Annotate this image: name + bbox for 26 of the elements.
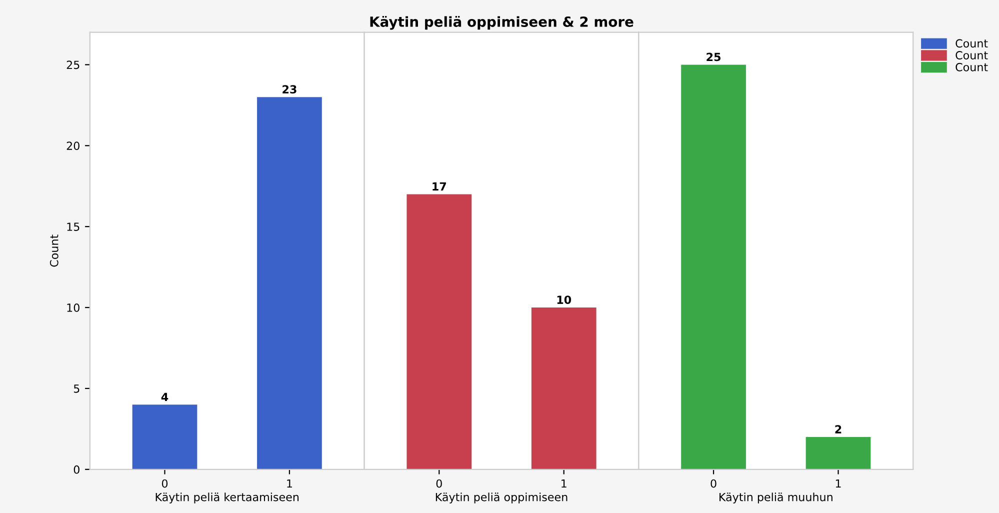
legend-label: Count <box>956 39 988 48</box>
x-tick-label: 1 <box>836 479 841 488</box>
data-label: 2 <box>835 425 842 434</box>
data-label: 25 <box>706 52 720 62</box>
x-tick-label: 0 <box>162 479 168 488</box>
y-tick-label: 25 <box>66 60 80 70</box>
y-tick-label: 10 <box>67 303 80 312</box>
y-tick-label: 5 <box>74 384 80 393</box>
chart-title: Käytin peliä oppimiseen & 2 more <box>370 16 634 30</box>
data-label: 17 <box>432 182 446 190</box>
y-tick-label: 0 <box>74 465 80 474</box>
y-tick-label: 15 <box>67 222 80 231</box>
data-label: 10 <box>557 296 572 304</box>
x-axis-title: Käytin peliä muuhun <box>720 492 832 504</box>
x-tick-label: 0 <box>710 479 716 488</box>
legend-label: Count <box>956 62 988 72</box>
x-axis-title: Käytin peliä kertaamiseen <box>156 492 299 504</box>
data-label: 4 <box>161 392 168 401</box>
x-axis-title: Käytin peliä oppimiseen <box>436 492 568 504</box>
x-tick-label: 1 <box>287 479 292 488</box>
data-label: 23 <box>282 85 296 94</box>
x-tick-label: 1 <box>562 479 566 488</box>
x-tick-label: 0 <box>436 479 442 488</box>
y-axis-title: Count <box>50 234 58 267</box>
legend-label: Count <box>956 51 988 60</box>
y-tick-label: 20 <box>66 142 80 150</box>
